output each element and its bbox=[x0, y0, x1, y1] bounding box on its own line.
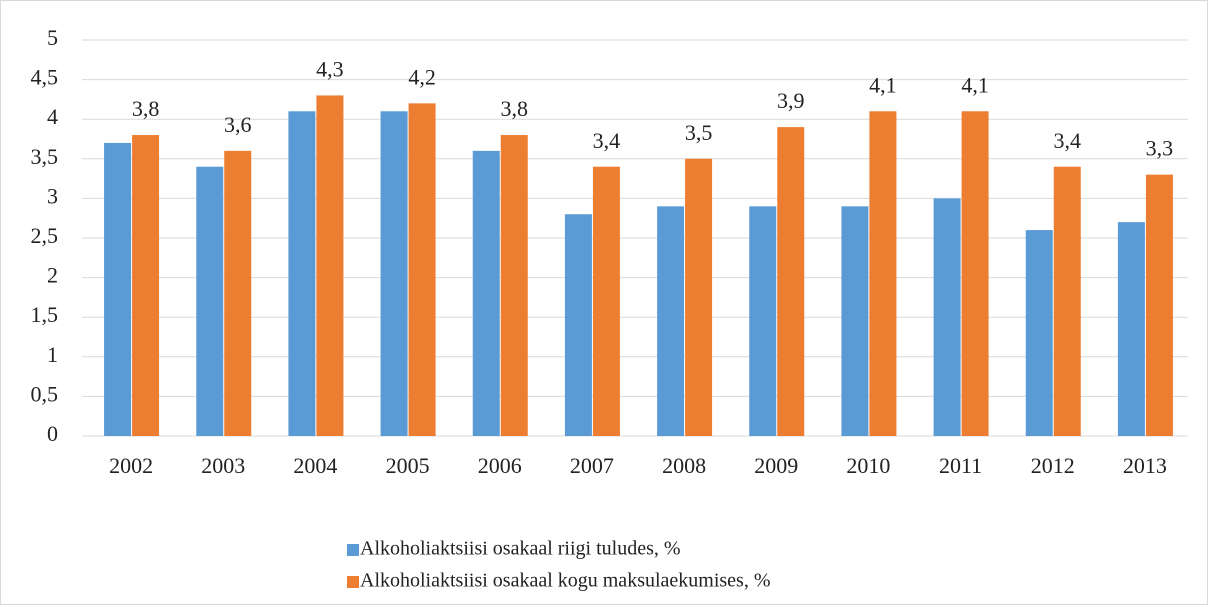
bar bbox=[1053, 166, 1081, 436]
data-label: 3,6 bbox=[224, 112, 252, 137]
x-tick-label: 2006 bbox=[478, 453, 522, 478]
bar bbox=[380, 111, 408, 436]
data-label: 3,9 bbox=[777, 88, 805, 113]
legend-label: Alkoholiaktsiisi osakaal riigi tuludes, … bbox=[360, 538, 681, 560]
legend-swatch bbox=[347, 544, 359, 556]
bar bbox=[685, 158, 713, 437]
y-tick-label: 1,5 bbox=[31, 302, 59, 327]
x-tick-label: 2005 bbox=[386, 453, 430, 478]
bar bbox=[196, 166, 224, 436]
bar bbox=[592, 166, 620, 436]
data-label: 4,1 bbox=[961, 72, 989, 97]
y-tick-label: 0,5 bbox=[31, 381, 59, 406]
bar bbox=[749, 206, 777, 436]
bar bbox=[1025, 230, 1053, 436]
y-tick-label: 3,5 bbox=[31, 144, 59, 169]
x-tick-label: 2004 bbox=[293, 453, 337, 478]
x-tick-label: 2008 bbox=[662, 453, 706, 478]
bar bbox=[933, 198, 961, 436]
y-tick-label: 5 bbox=[47, 25, 58, 50]
y-tick-label: 1 bbox=[47, 342, 58, 367]
bar bbox=[657, 206, 685, 436]
bar bbox=[961, 111, 989, 436]
data-label: 4,3 bbox=[316, 56, 344, 81]
bar bbox=[132, 135, 160, 437]
bar bbox=[104, 142, 132, 436]
bar bbox=[1145, 174, 1173, 436]
bar bbox=[869, 111, 897, 436]
bar bbox=[472, 150, 500, 436]
x-tick-label: 2009 bbox=[754, 453, 798, 478]
bar bbox=[564, 214, 592, 436]
x-tick-label: 2011 bbox=[939, 453, 982, 478]
y-tick-label: 4,5 bbox=[31, 65, 59, 90]
y-tick-label: 2,5 bbox=[31, 223, 59, 248]
data-label: 4,2 bbox=[408, 64, 436, 89]
data-label: 3,3 bbox=[1146, 136, 1174, 161]
data-label: 3,4 bbox=[593, 128, 621, 153]
data-label: 3,5 bbox=[685, 120, 713, 145]
data-label: 3,8 bbox=[501, 96, 529, 121]
y-tick-label: 3 bbox=[47, 183, 58, 208]
x-tick-label: 2010 bbox=[846, 453, 890, 478]
y-tick-label: 4 bbox=[47, 104, 58, 129]
legend-swatch bbox=[347, 576, 359, 588]
bar bbox=[288, 111, 316, 436]
x-tick-label: 2012 bbox=[1031, 453, 1075, 478]
bar bbox=[777, 127, 805, 437]
x-tick-label: 2002 bbox=[109, 453, 153, 478]
bar bbox=[500, 135, 528, 437]
data-label: 4,1 bbox=[869, 72, 897, 97]
data-label: 3,4 bbox=[1054, 128, 1082, 153]
bar bbox=[1117, 222, 1145, 436]
y-tick-label: 2 bbox=[47, 263, 58, 288]
y-tick-label: 0 bbox=[47, 421, 58, 446]
bar bbox=[316, 95, 344, 436]
legend-label: Alkoholiaktsiisi osakaal kogu maksulaeku… bbox=[360, 570, 771, 592]
bar bbox=[408, 103, 436, 437]
data-label: 3,8 bbox=[132, 96, 160, 121]
x-tick-label: 2013 bbox=[1123, 453, 1167, 478]
bar bbox=[224, 150, 252, 436]
x-tick-label: 2007 bbox=[570, 453, 614, 478]
x-tick-label: 2003 bbox=[201, 453, 245, 478]
bar bbox=[841, 206, 869, 436]
